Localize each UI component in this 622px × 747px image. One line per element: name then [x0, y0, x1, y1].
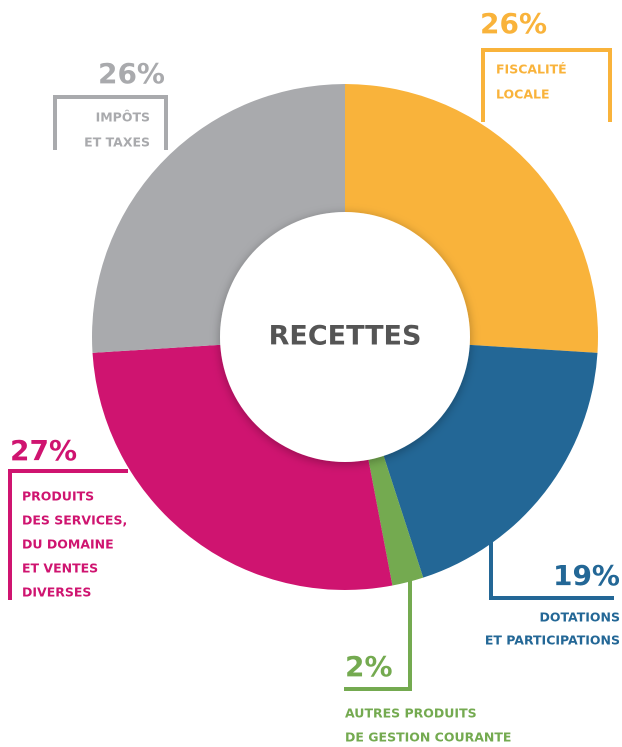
- value-label: 19%: [553, 559, 620, 592]
- category-label: FISCALITÉ: [496, 62, 567, 77]
- category-label: IMPÔTS: [96, 110, 150, 125]
- leader-line: [8, 469, 128, 600]
- category-label: ET PARTICIPATIONS: [485, 633, 620, 648]
- value-label: 26%: [98, 57, 165, 90]
- value-label: 26%: [480, 7, 547, 40]
- category-label: DES SERVICES,: [22, 513, 127, 528]
- category-label: ET VENTES: [22, 561, 98, 576]
- value-label: 2%: [345, 650, 393, 683]
- category-label: DE GESTION COURANTE: [345, 730, 511, 745]
- value-label: 27%: [10, 434, 77, 467]
- category-label: PRODUITS: [22, 489, 94, 504]
- category-label: AUTRES PRODUITS: [345, 706, 477, 721]
- category-label: ET TAXES: [84, 135, 150, 150]
- category-label: DIVERSES: [22, 585, 91, 600]
- category-label: LOCALE: [496, 87, 550, 102]
- leader-line: [481, 48, 612, 122]
- leader-line: [53, 95, 168, 150]
- center-label: RECETTES: [269, 321, 422, 352]
- leader-line: [344, 572, 412, 691]
- category-label: DOTATIONS: [539, 610, 620, 625]
- donut-hole: [220, 212, 470, 462]
- leader-line: [489, 530, 614, 600]
- category-label: DU DOMAINE: [22, 537, 114, 552]
